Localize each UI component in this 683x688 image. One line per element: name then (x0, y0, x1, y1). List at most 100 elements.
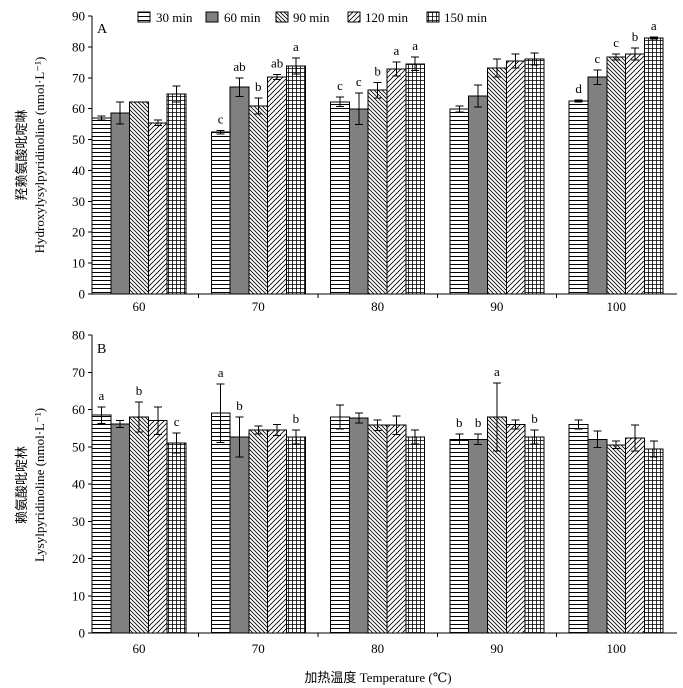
bar (468, 95, 489, 295)
y-axis-title-chinese: 羟赖氨酸吡啶啉 (14, 109, 29, 200)
significance-letter: b (531, 411, 538, 426)
bar (625, 53, 645, 295)
y-tick-label: 60 (72, 402, 85, 417)
y-tick-label: 60 (72, 101, 85, 116)
y-tick-label: 50 (72, 439, 85, 454)
bar (587, 438, 608, 634)
significance-letter: b (456, 415, 463, 430)
y-axis-title: Hydroxylysylpyridinoline (nmol·L⁻¹) (32, 57, 47, 254)
x-tick-label: 60 (133, 641, 146, 656)
y-tick-label: 90 (72, 9, 85, 24)
bar (386, 68, 407, 295)
bar (625, 437, 645, 634)
y-tick-label: 70 (72, 365, 85, 380)
significance-letter: c (595, 51, 601, 66)
significance-letter: c (174, 414, 180, 429)
bar (449, 108, 470, 295)
significance-letter: a (651, 18, 657, 33)
significance-letter: ab (233, 59, 245, 74)
bar (91, 117, 112, 295)
legend-swatch (275, 11, 289, 23)
bar (267, 76, 288, 295)
bar (405, 63, 426, 295)
bar (405, 436, 426, 634)
legend-label: 150 min (444, 10, 487, 25)
x-tick-label: 90 (490, 641, 503, 656)
significance-letter: b (255, 79, 262, 94)
bar (147, 122, 168, 295)
y-tick-label: 30 (72, 194, 85, 209)
bar (330, 416, 350, 634)
significance-letter: c (218, 111, 224, 126)
bar (129, 416, 149, 634)
bar (210, 131, 231, 295)
bar (568, 423, 589, 634)
bar (606, 56, 627, 295)
x-tick-label: 90 (490, 299, 503, 314)
legend-item: 120 min (347, 10, 408, 25)
significance-letter: b (236, 398, 243, 413)
x-tick-label: 80 (371, 299, 384, 314)
y-tick-label: 50 (72, 132, 85, 147)
bar (147, 420, 168, 634)
bar (166, 93, 187, 295)
bar (91, 414, 112, 634)
bar (643, 448, 664, 634)
bar (643, 37, 664, 295)
bar (286, 65, 306, 295)
significance-letter: c (613, 35, 619, 50)
significance-letter: a (394, 43, 400, 58)
bar (348, 417, 369, 634)
bar (166, 442, 187, 634)
legend-label: 120 min (365, 10, 408, 25)
y-tick-label: 40 (72, 163, 85, 178)
significance-letter: c (337, 78, 343, 93)
bar (524, 436, 545, 634)
bar (110, 112, 131, 295)
bar (487, 67, 507, 295)
bar (210, 412, 231, 634)
significance-letter: b (136, 383, 143, 398)
panel-label: A (97, 22, 108, 37)
bar (348, 108, 369, 295)
y-tick-label: 20 (72, 551, 85, 566)
significance-letter: a (412, 38, 418, 53)
bar (229, 86, 250, 295)
legend-swatch (347, 11, 361, 23)
y-tick-label: 10 (72, 256, 85, 271)
significance-letter: b (475, 415, 482, 430)
bar (248, 429, 269, 634)
significance-letter: a (99, 388, 105, 403)
x-axis-title: 加热温度 Temperature (℃) (304, 670, 451, 685)
legend-item: 30 min (137, 10, 193, 25)
bar (367, 424, 388, 634)
bar (129, 101, 149, 295)
bar (110, 423, 131, 634)
bar (449, 438, 470, 634)
x-tick-label: 70 (252, 299, 265, 314)
legend-swatch (205, 11, 219, 23)
bar (587, 76, 608, 295)
bar (505, 423, 526, 634)
significance-letter: c (356, 74, 362, 89)
legend: 30 min 60 min 90 min 120 min 150 min (137, 10, 487, 25)
bar (568, 100, 589, 295)
y-tick-label: 0 (79, 626, 86, 641)
significance-letter: b (293, 411, 300, 426)
x-tick-label: 100 (606, 641, 626, 656)
bar (286, 436, 306, 634)
y-axis-title-chinese: 赖氨酸吡啶林 (14, 446, 29, 524)
significance-letter: d (575, 81, 582, 96)
legend-label: 60 min (224, 10, 261, 25)
bar (468, 438, 489, 634)
legend-item: 60 min (205, 10, 261, 25)
bar (386, 424, 407, 634)
significance-letter: a (494, 364, 500, 379)
legend-label: 30 min (156, 10, 193, 25)
legend-label: 90 min (293, 10, 330, 25)
bar (267, 429, 288, 634)
legend-item: 90 min (275, 10, 330, 25)
bar (505, 60, 526, 295)
